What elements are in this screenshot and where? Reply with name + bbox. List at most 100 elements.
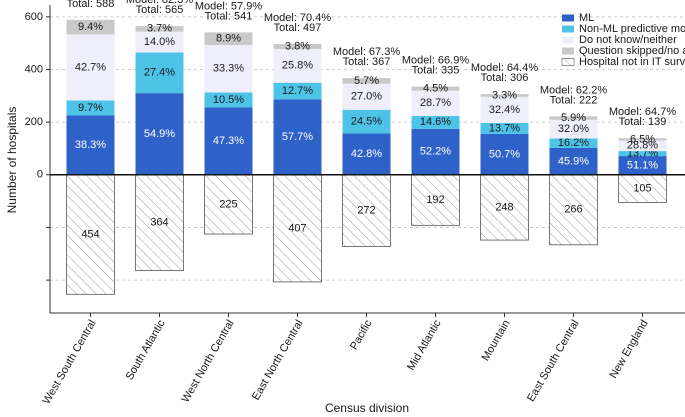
value-label: 225 [219, 198, 237, 210]
value-label: 9.4% [78, 21, 103, 33]
x-tick-label: Mid Atlantic [405, 318, 444, 373]
bar-segment [204, 45, 253, 93]
bar-segment [480, 122, 529, 134]
value-label: 27.4% [144, 67, 175, 79]
bar-segment [480, 133, 529, 175]
bar-segment [411, 86, 460, 91]
bar-segment [273, 43, 322, 49]
bar-segment [411, 128, 460, 175]
bar-segment [204, 32, 253, 46]
value-label: 28.8% [627, 140, 658, 152]
value-label: 12.7% [282, 85, 313, 97]
bar-segment [273, 48, 322, 83]
value-label: 27.0% [351, 91, 382, 103]
model-label: Model: 70.4% [264, 12, 331, 24]
value-label: 24.5% [351, 116, 382, 128]
y-axis-title: Number of hospitals [5, 107, 19, 214]
value-label: 3.3% [492, 89, 517, 101]
bar-segment [204, 107, 253, 175]
value-label: 38.3% [75, 139, 106, 151]
x-tick-label: East North Central [250, 318, 306, 402]
x-tick-label: Pacific [348, 318, 375, 352]
x-tick-label: New England [608, 318, 651, 381]
value-label: 42.7% [75, 61, 106, 73]
value-label: 266 [564, 204, 582, 216]
model-label: Model: 82.3% [126, 0, 193, 6]
value-label: 6.5% [630, 133, 655, 145]
value-label: 105 [633, 183, 651, 195]
value-label: 50.7% [489, 148, 520, 160]
bar-segment [342, 78, 391, 84]
value-label: 16.2% [558, 137, 589, 149]
y-tick-label: 200 [25, 116, 43, 128]
value-label: 45.9% [558, 155, 589, 167]
model-label: Model: 67.3% [333, 46, 400, 58]
value-label: 8.9% [216, 33, 241, 45]
value-label: 14.0% [144, 36, 175, 48]
total-label: Total: 565 [136, 4, 184, 16]
bar-segment [549, 138, 598, 148]
value-label: 42.8% [351, 148, 382, 160]
value-label: 57.7% [282, 131, 313, 143]
value-label: 14.6% [420, 116, 451, 128]
legend-label: Non-ML predictive model [579, 23, 685, 35]
bar-segment [618, 174, 667, 203]
bar-segment [480, 96, 529, 123]
bar-segment [411, 90, 460, 116]
bar-segment [135, 26, 184, 32]
bar-segment [549, 147, 598, 175]
model-label: Model: 64.4% [471, 62, 538, 74]
bar-segment [273, 99, 322, 175]
value-label: 13.7% [489, 122, 520, 134]
value-label: 3.7% [147, 23, 172, 35]
y-tick-label: 600 [25, 11, 43, 23]
total-label: Total: 588 [67, 0, 115, 10]
bar-segment [135, 52, 184, 94]
bar-segment [135, 93, 184, 175]
legend-swatch [562, 47, 574, 55]
x-axis-title: Census division [325, 401, 409, 415]
value-label: 5.7% [354, 75, 379, 87]
legend-swatch [562, 14, 574, 22]
value-label: 248 [495, 201, 513, 213]
bar-segment [411, 115, 460, 129]
value-label: 32.4% [489, 104, 520, 116]
bar-segment [549, 116, 598, 120]
legend-swatch [561, 58, 575, 66]
x-tick-label: East South Central [525, 318, 582, 404]
legend-label: Hospital not in IT survey [579, 56, 685, 68]
value-label: 4.5% [423, 82, 448, 94]
value-label: 25.8% [282, 60, 313, 72]
bar-segment [342, 83, 391, 110]
total-label: Total: 541 [205, 10, 253, 22]
bar-segment [66, 115, 115, 175]
legend-swatch [562, 36, 574, 44]
bar-segment [204, 174, 253, 235]
value-label: 47.3% [213, 135, 244, 147]
bar-segment [342, 133, 391, 175]
total-label: Total: 222 [550, 94, 598, 106]
total-label: Total: 367 [343, 56, 391, 68]
bar-segment [480, 94, 529, 97]
value-label: 54.9% [144, 128, 175, 140]
legend-label: Question skipped/no answer [579, 45, 685, 57]
model-label: Model: 62.2% [540, 84, 607, 96]
total-label: Total: 139 [619, 116, 667, 128]
value-label: 407 [288, 222, 306, 234]
value-label: 5.9% [561, 112, 586, 124]
value-label: 364 [150, 217, 168, 229]
value-label: 192 [426, 194, 444, 206]
bar-segment [618, 140, 667, 152]
bar-segment [618, 138, 667, 141]
bar-segment [342, 174, 391, 247]
bar-segment [66, 100, 115, 116]
value-label: 51.1% [627, 159, 658, 171]
y-tick-label: 400 [25, 63, 43, 75]
bar-segment [411, 174, 460, 226]
bar-segment [273, 82, 322, 100]
bar-segment [66, 34, 115, 101]
model-label: Model: 64.7% [609, 106, 676, 118]
total-label: Total: 335 [412, 65, 460, 77]
bar-segment [618, 151, 667, 157]
x-tick-label: Mountain [480, 318, 513, 363]
